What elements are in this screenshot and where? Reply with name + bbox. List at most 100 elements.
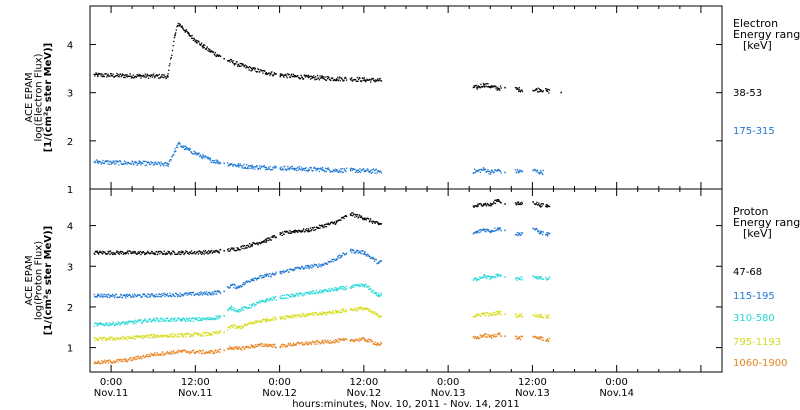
data-point: [253, 67, 255, 69]
data-point: [330, 289, 332, 291]
data-point: [139, 319, 141, 322]
data-point: [206, 46, 208, 48]
data-point: [361, 338, 363, 341]
data-point: [218, 351, 220, 353]
data-point: [102, 362, 104, 364]
data-point: [307, 168, 310, 171]
x-tick-date-label: Nov.11: [94, 388, 129, 399]
data-point: [164, 76, 167, 78]
data-point: [181, 293, 183, 296]
data-point: [233, 349, 235, 351]
data-point: [116, 161, 118, 163]
data-point: [219, 330, 222, 332]
data-point: [211, 50, 213, 52]
data-point: [249, 165, 251, 168]
data-point: [328, 168, 330, 171]
data-point: [217, 331, 219, 334]
data-point: [280, 232, 283, 234]
data-point: [315, 169, 317, 172]
data-point: [179, 23, 181, 26]
data-point: [113, 161, 115, 163]
data-point: [307, 266, 310, 268]
data-point: [151, 333, 153, 336]
data-point: [241, 327, 243, 329]
data-point: [356, 284, 359, 287]
data-point: [300, 292, 302, 294]
data-point: [212, 293, 214, 296]
data-point: [161, 251, 163, 253]
data-point: [133, 335, 136, 337]
data-point: [340, 170, 343, 173]
data-point: [96, 296, 98, 298]
data-point: [539, 231, 541, 234]
data-point: [218, 252, 220, 254]
data-point: [349, 286, 352, 289]
data-point: [336, 290, 338, 292]
data-point: [479, 276, 481, 278]
data-point: [365, 340, 367, 342]
data-point: [209, 157, 212, 159]
data-point: [265, 274, 267, 276]
data-point: [496, 274, 498, 276]
data-point: [500, 202, 502, 204]
data-point: [493, 171, 495, 173]
data-point: [342, 171, 345, 174]
data-point: [357, 252, 359, 254]
data-point: [166, 350, 169, 353]
data-point: [144, 334, 147, 337]
data-point: [485, 83, 488, 85]
data-point: [242, 245, 245, 247]
data-point: [535, 227, 538, 230]
data-point: [95, 72, 97, 74]
data-point: [219, 163, 221, 165]
data-point: [477, 231, 479, 233]
data-point: [266, 238, 268, 240]
data-point: [357, 171, 359, 174]
data-point: [157, 74, 159, 77]
data-point: [119, 251, 121, 254]
data-point: [364, 170, 367, 173]
data-point: [206, 291, 208, 293]
data-point: [170, 350, 172, 353]
data-point: [132, 358, 134, 360]
data-point: [187, 147, 189, 150]
data-point: [497, 310, 499, 312]
data-point: [285, 231, 287, 233]
data-point: [261, 299, 263, 302]
data-point: [287, 344, 289, 346]
data-point: [190, 151, 193, 154]
data-point: [208, 291, 210, 293]
data-point: [484, 86, 486, 88]
data-point: [292, 314, 295, 316]
data-point: [541, 231, 543, 233]
data-point: [302, 312, 305, 315]
data-point: [169, 334, 172, 337]
data-point: [172, 318, 174, 320]
data-point: [295, 231, 297, 233]
data-point: [113, 163, 116, 165]
data-point: [188, 147, 191, 150]
data-point: [229, 250, 231, 252]
data-point: [229, 348, 231, 350]
data-point: [119, 296, 121, 298]
data-point: [541, 315, 543, 318]
data-point: [209, 251, 211, 254]
data-point: [185, 317, 188, 319]
data-point: [214, 251, 216, 254]
data-point: [168, 69, 170, 71]
data-point: [177, 143, 180, 145]
data-point: [140, 335, 142, 337]
data-point: [282, 270, 285, 272]
data-point: [542, 169, 544, 172]
data-point: [100, 251, 102, 253]
data-point: [302, 168, 305, 171]
series-38-53: [93, 22, 562, 94]
data-point: [243, 323, 246, 325]
data-point: [215, 291, 217, 293]
data-point: [112, 362, 114, 364]
data-point: [313, 263, 316, 265]
data-point: [370, 81, 372, 83]
data-point: [120, 359, 122, 361]
data-point: [328, 77, 330, 79]
data-point: [114, 163, 117, 165]
